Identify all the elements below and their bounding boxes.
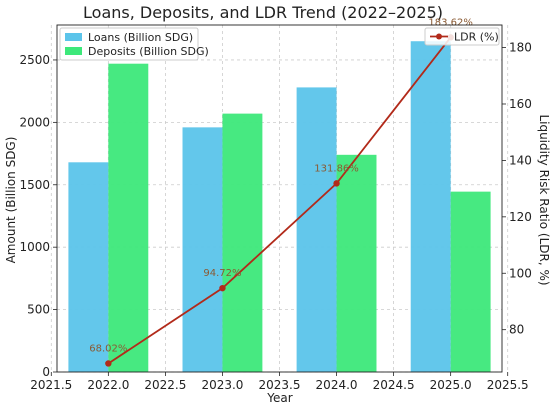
bars [68, 41, 491, 373]
x-tick-label-5: 2024.0 [316, 378, 358, 392]
x-tick-label-0: 2021.5 [30, 378, 72, 392]
y-left-tick-label-0: 0 [42, 365, 50, 379]
legend-swatch-0 [65, 33, 82, 41]
y-right-tick-label-5: 180 [509, 41, 532, 55]
legend-label-0: Loans (Billion SDG) [88, 31, 193, 44]
bar-deposits-1 [222, 113, 263, 372]
y-left-tick-label-1: 500 [27, 303, 50, 317]
y-left-tick-label-5: 2500 [19, 53, 50, 67]
bar-deposits-0 [108, 63, 149, 372]
bar-deposits-2 [336, 154, 377, 372]
y-left-tick-label-3: 1500 [19, 178, 50, 192]
x-tick-label-2: 2022.5 [144, 378, 186, 392]
y-right-tick-label-2: 120 [509, 210, 532, 224]
bar-deposits-3 [450, 191, 491, 372]
y-axis-label-right: Liquidity Risk Ratio (LDR, %) [537, 114, 550, 285]
x-tick-label-8: 2025.5 [487, 378, 529, 392]
ldr-line-path [107, 36, 452, 365]
y-left-tick-label-2: 1000 [19, 240, 50, 254]
plot-frame [56, 24, 503, 373]
y-left-tick-label-4: 2000 [19, 115, 50, 129]
legend-line-box [424, 27, 500, 46]
ldr-data-label-1: 94.72% [203, 268, 241, 279]
legend-line-label: LDR (%) [454, 31, 499, 44]
bar-loans-3 [410, 41, 451, 372]
x-axis-label: Year [266, 391, 292, 405]
x-tick-label-6: 2024.5 [373, 378, 415, 392]
bar-loans-1 [182, 127, 223, 373]
ldr-point-0 [105, 360, 112, 367]
y-right-tick-label-0: 80 [509, 323, 524, 337]
ldr-data-label-3: 183.62% [428, 17, 473, 28]
y-right-tick-label-3: 140 [509, 153, 532, 167]
ldr-data-label-2: 131.86% [314, 163, 359, 174]
x-tick-label-7: 2025.0 [430, 378, 472, 392]
legend-label-1: Deposits (Billion SDG) [88, 45, 209, 58]
bar-loans-2 [296, 87, 337, 373]
legend-swatch-1 [65, 47, 82, 55]
x-tick-label-4: 2023.5 [259, 378, 301, 392]
ldr-data-label-0: 68.02% [89, 343, 127, 354]
axes: 2021.5 2022.0 2022.5 2023.0 2023.5 2024.0 2024… [19, 24, 532, 392]
x-tick-label-1: 2022.0 [87, 378, 129, 392]
legend-bars: Loans (Billion SDG)Deposits (Billion SDG… [59, 27, 209, 61]
legend-line-marker [436, 33, 442, 40]
x-tick-label-3: 2023.0 [201, 378, 243, 392]
ldr-point-2 [333, 180, 340, 187]
y-right-tick-label-4: 160 [509, 97, 532, 111]
bar-loans-0 [68, 162, 109, 372]
y-right-tick-label-1: 100 [509, 266, 532, 280]
legend-line: LDR (%) [424, 27, 500, 46]
legend-bars-box [59, 27, 199, 61]
chart-title: Loans, Deposits, and LDR Trend (2022–202… [83, 3, 443, 22]
y-axis-label-left: Amount (Billion SDG) [4, 137, 18, 264]
ldr-point-1 [219, 284, 226, 292]
